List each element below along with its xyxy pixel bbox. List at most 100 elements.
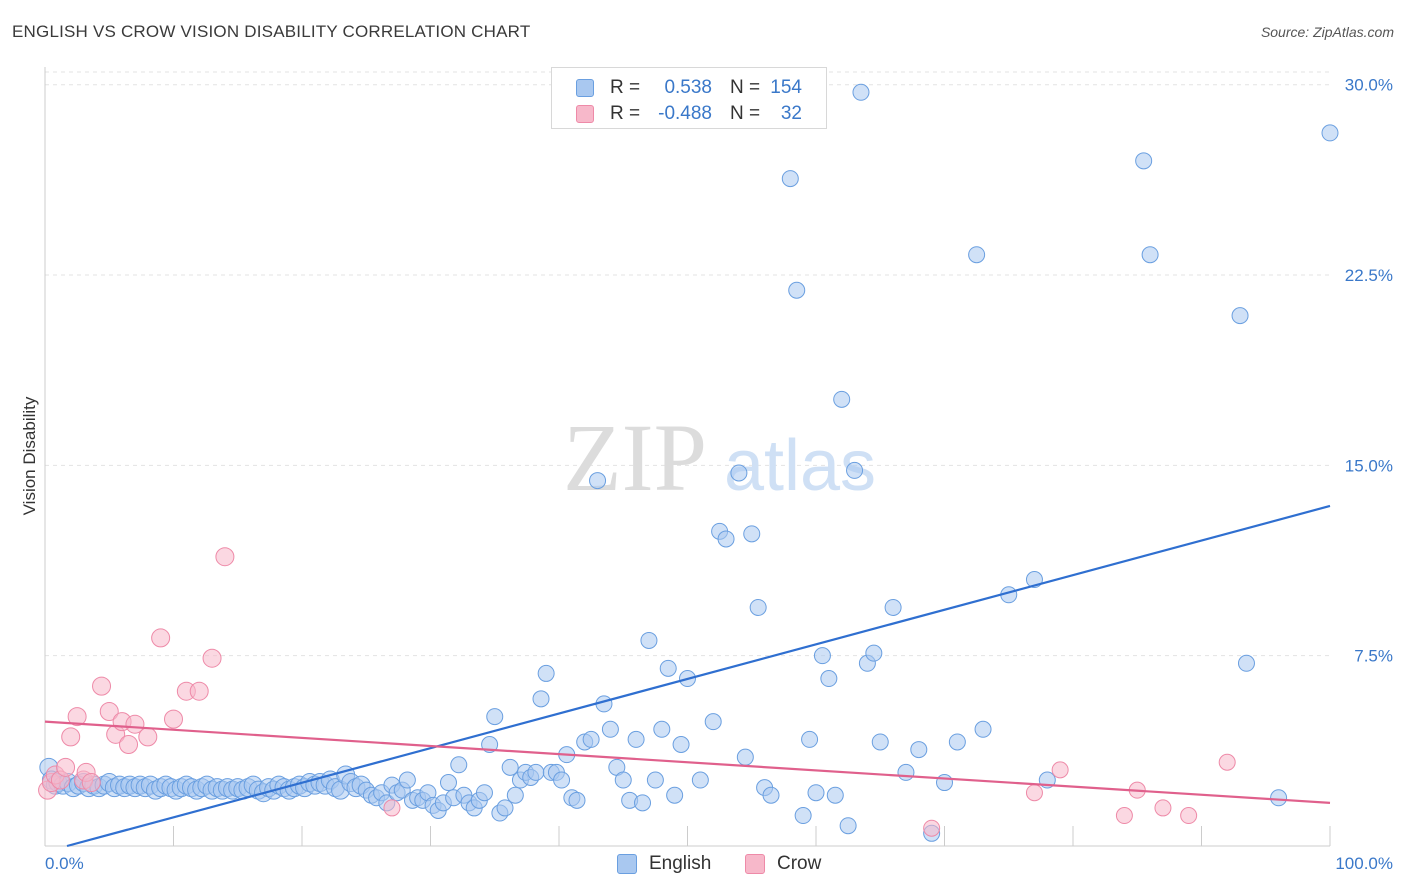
crow-trend-line xyxy=(44,720,1331,804)
crow-point-16 xyxy=(138,727,158,747)
english-point-122 xyxy=(691,771,709,789)
crow-point-18 xyxy=(164,709,183,729)
english-point-92 xyxy=(506,786,524,804)
r-label: R = xyxy=(610,103,641,124)
r-label: R = xyxy=(610,77,641,98)
crow-point-17 xyxy=(151,628,171,648)
english-point-141 xyxy=(839,817,857,835)
english-point-138 xyxy=(820,670,838,688)
legend-row-crow: R = -0.488 N = 32 xyxy=(552,101,826,127)
x-tick-label-1: 100.0% xyxy=(1335,854,1393,873)
english-point-143 xyxy=(852,83,870,101)
crow-point-10 xyxy=(92,676,112,696)
english-point-90 xyxy=(496,799,514,817)
english-swatch xyxy=(576,79,594,97)
y-axis-label: Vision Disability xyxy=(20,396,39,515)
english-point-128 xyxy=(743,525,761,543)
english-point-79 xyxy=(439,774,457,792)
english-point-86 xyxy=(475,784,493,802)
trend-lines xyxy=(44,504,1331,848)
english-point-142 xyxy=(846,461,864,479)
source-label: Source: ZipAtlas.com xyxy=(1260,24,1394,40)
r-value: 0.538 xyxy=(664,77,712,98)
english-point-127 xyxy=(736,748,754,766)
english-point-134 xyxy=(794,807,812,825)
english-point-161 xyxy=(1237,654,1255,672)
english-point-139 xyxy=(826,786,844,804)
english-point-120 xyxy=(672,735,690,753)
n-label: N = xyxy=(730,77,761,98)
crow-point-23 xyxy=(383,799,401,817)
x-tick-label-0: 0.0% xyxy=(45,854,84,873)
crow-point-11 xyxy=(99,702,119,722)
english-point-154 xyxy=(974,720,992,738)
chart-title: ENGLISH VS CROW VISION DISABILITY CORREL… xyxy=(12,22,531,41)
legend-label-english: English xyxy=(649,853,712,874)
english-point-132 xyxy=(781,170,799,188)
english-trend-line xyxy=(66,504,1331,848)
english-point-96 xyxy=(527,763,545,781)
y-tick-label-2: 22.5% xyxy=(1345,266,1393,285)
crow-point-5 xyxy=(61,727,81,747)
english-point-71 xyxy=(398,771,416,789)
english-point-98 xyxy=(537,664,555,682)
english-point-146 xyxy=(871,733,889,751)
english-point-88 xyxy=(486,708,504,726)
series-english-points xyxy=(39,83,1339,842)
r-value: -0.488 xyxy=(658,103,712,124)
english-point-119 xyxy=(666,786,684,804)
axes xyxy=(44,67,1331,847)
english-point-126 xyxy=(730,464,748,482)
english-point-81 xyxy=(450,756,468,774)
english-point-131 xyxy=(762,786,780,804)
english-point-145 xyxy=(865,644,883,662)
english-point-151 xyxy=(936,774,953,792)
legend-row-english: R = 0.538 N = 154 xyxy=(552,75,826,101)
english-point-153 xyxy=(968,246,986,264)
english-point-163 xyxy=(1321,124,1339,142)
n-value: 32 xyxy=(780,103,802,124)
english-point-117 xyxy=(653,720,671,738)
crow-point-20 xyxy=(189,681,209,701)
crow-point-24 xyxy=(923,819,941,837)
y-tick-label-0: 7.5% xyxy=(1354,647,1393,666)
y-tick-label-3: 30.0% xyxy=(1345,76,1393,95)
crow-point-30 xyxy=(1180,807,1198,825)
n-value: 154 xyxy=(770,77,802,98)
english-point-129 xyxy=(749,598,767,616)
english-point-158 xyxy=(1135,152,1153,170)
legend-label-crow: Crow xyxy=(777,853,822,874)
crow-point-25 xyxy=(1025,784,1043,802)
english-point-111 xyxy=(614,771,632,789)
crow-swatch xyxy=(576,105,594,123)
english-point-160 xyxy=(1231,307,1249,325)
english-point-149 xyxy=(910,741,928,759)
tick-labels: 7.5% 15.0% 22.5% 30.0% 0.0% 100.0% xyxy=(45,76,1393,873)
english-point-162 xyxy=(1270,789,1288,807)
crow-point-21 xyxy=(202,648,222,668)
english-point-97 xyxy=(532,690,550,708)
english-point-109 xyxy=(601,720,619,738)
english-point-137 xyxy=(813,647,831,665)
crow-point-31 xyxy=(1218,753,1236,771)
crow-point-27 xyxy=(1115,807,1133,825)
english-point-104 xyxy=(568,791,586,809)
series-crow-points xyxy=(38,547,1236,837)
series-legend: English Crow xyxy=(0,852,1406,878)
english-point-113 xyxy=(627,730,645,748)
watermark: ZIP atlas xyxy=(563,404,876,511)
english-point-107 xyxy=(589,472,607,490)
n-label: N = xyxy=(730,103,761,124)
english-point-147 xyxy=(884,598,902,616)
english-point-136 xyxy=(807,784,825,802)
crow-swatch xyxy=(745,854,765,874)
english-point-116 xyxy=(646,771,664,789)
crow-point-22 xyxy=(215,547,235,567)
english-point-115 xyxy=(640,631,658,649)
english-point-133 xyxy=(788,281,806,299)
english-point-123 xyxy=(704,713,722,731)
correlation-legend: R = 0.538 N = 154 R = -0.488 N = 32 xyxy=(551,67,827,129)
watermark-zip: ZIP xyxy=(563,404,707,511)
crow-point-26 xyxy=(1051,761,1069,779)
